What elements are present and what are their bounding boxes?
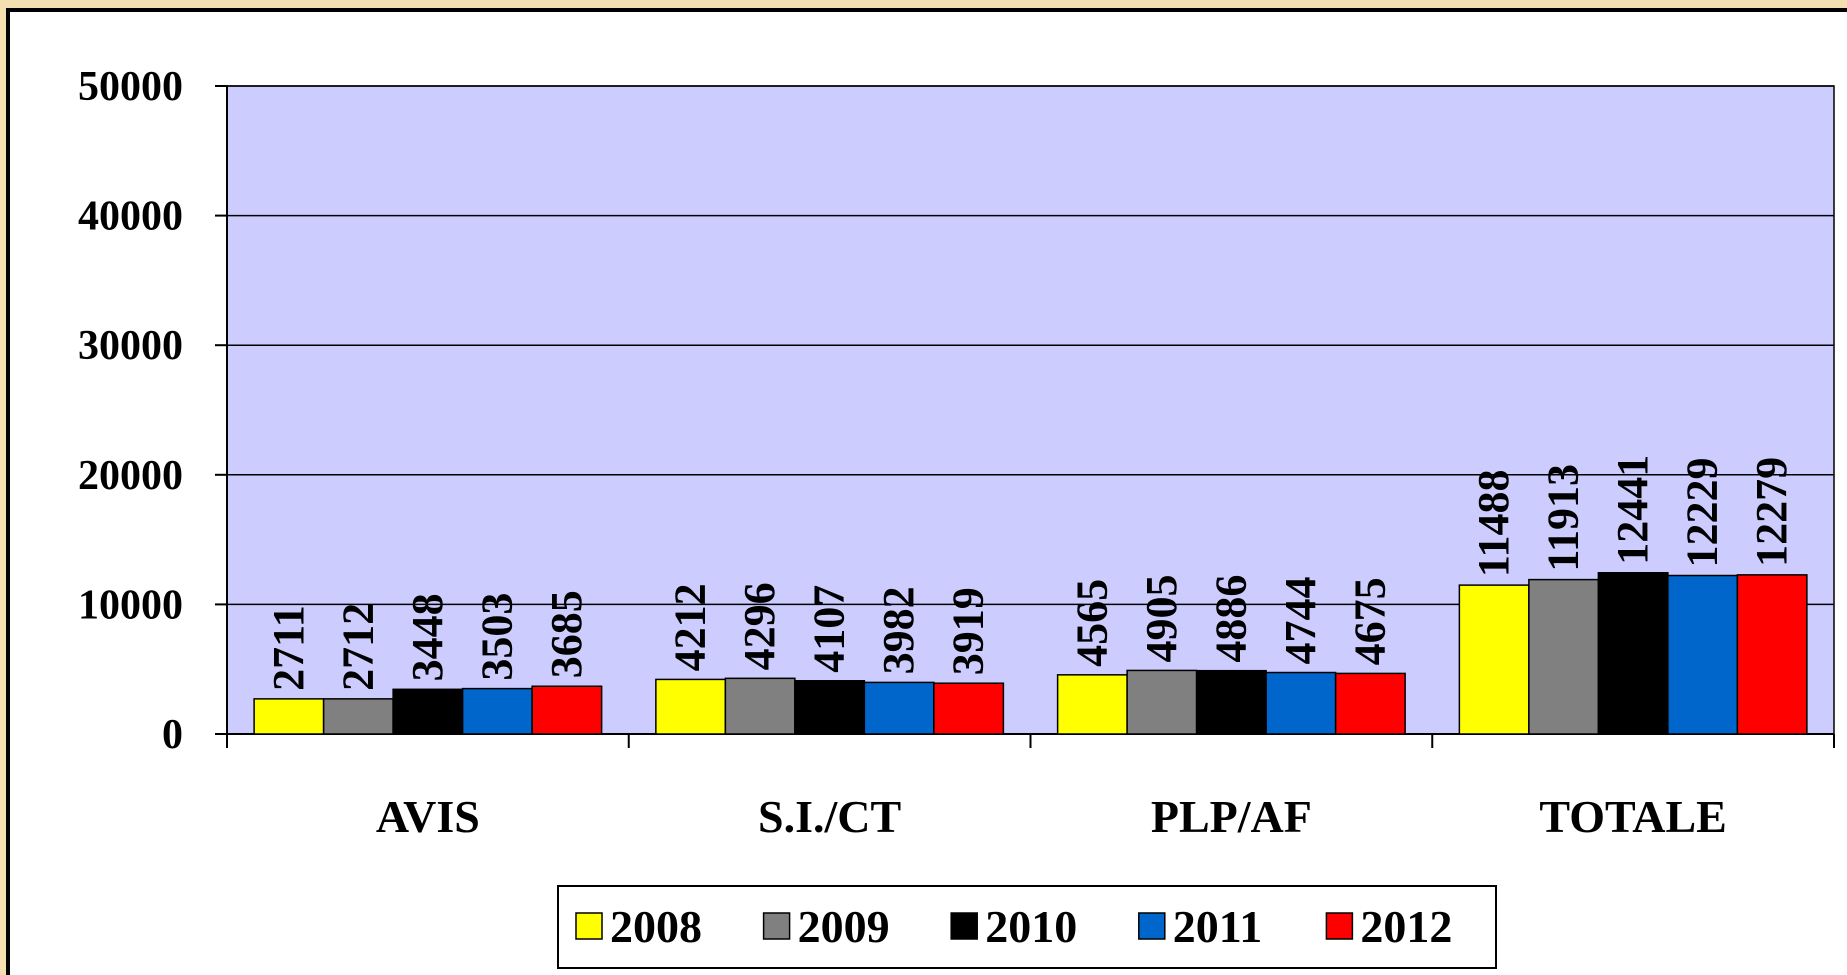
bar (1736, 574, 1808, 735)
data-label: 4296 (735, 582, 784, 670)
legend-label: 2012 (1360, 901, 1452, 952)
bar (655, 678, 727, 735)
y-tick-label: 10000 (78, 582, 183, 628)
bar (531, 685, 603, 735)
data-label: 3982 (874, 586, 923, 674)
bar (933, 682, 1005, 735)
data-label: 4886 (1206, 575, 1255, 663)
legend-label: 2008 (610, 901, 702, 952)
data-label: 4675 (1345, 577, 1394, 665)
y-tick-label: 20000 (78, 453, 183, 499)
x-tick-label: TOTALE (1539, 791, 1726, 842)
bar (461, 687, 533, 735)
y-tick-label: 30000 (78, 323, 183, 369)
data-label: 3919 (944, 587, 993, 675)
y-tick-label: 40000 (78, 194, 183, 240)
bar (1126, 669, 1198, 735)
legend-swatch (950, 912, 978, 940)
x-tick-label: S.I./CT (758, 791, 901, 842)
data-label: 3448 (403, 593, 452, 681)
data-label: 2711 (264, 605, 313, 691)
data-label: 2712 (333, 603, 382, 691)
bar (253, 698, 325, 735)
legend-swatch (762, 912, 791, 940)
bar (1056, 674, 1128, 735)
bar (322, 698, 394, 735)
legend: 2008 2009 2010 2011 2012 (557, 885, 1497, 969)
bar (724, 677, 796, 735)
bar (1528, 578, 1600, 735)
data-label: 4212 (666, 583, 715, 671)
data-label: 4565 (1067, 579, 1116, 667)
x-tick-label: PLP/AF (1151, 791, 1312, 842)
legend-label: 2011 (1173, 901, 1262, 952)
bar (1667, 574, 1739, 735)
legend-swatch (1325, 912, 1354, 940)
data-label: 4107 (805, 585, 854, 673)
y-tick-label: 50000 (78, 64, 183, 110)
data-label: 12279 (1747, 457, 1796, 567)
data-label: 11913 (1539, 464, 1588, 572)
legend-label: 2009 (798, 901, 890, 952)
data-label: 4905 (1137, 574, 1186, 662)
data-label: 11488 (1469, 470, 1518, 578)
bar (1265, 671, 1337, 735)
bar (794, 680, 866, 735)
data-label: 4744 (1276, 577, 1325, 665)
legend-swatch (1138, 912, 1166, 940)
data-label: 3503 (472, 593, 521, 681)
bar (1195, 669, 1267, 735)
legend-label: 2010 (985, 901, 1077, 952)
bar (1458, 584, 1530, 735)
y-tick-label: 0 (162, 712, 183, 758)
bar (392, 688, 464, 735)
data-label: 12229 (1678, 458, 1727, 568)
bar (863, 681, 935, 735)
data-label: 3685 (542, 590, 591, 678)
data-label: 12441 (1608, 455, 1657, 565)
bar (1597, 572, 1669, 735)
bar (1334, 672, 1406, 735)
x-tick-label: AVIS (376, 791, 480, 842)
legend-swatch (575, 912, 603, 940)
